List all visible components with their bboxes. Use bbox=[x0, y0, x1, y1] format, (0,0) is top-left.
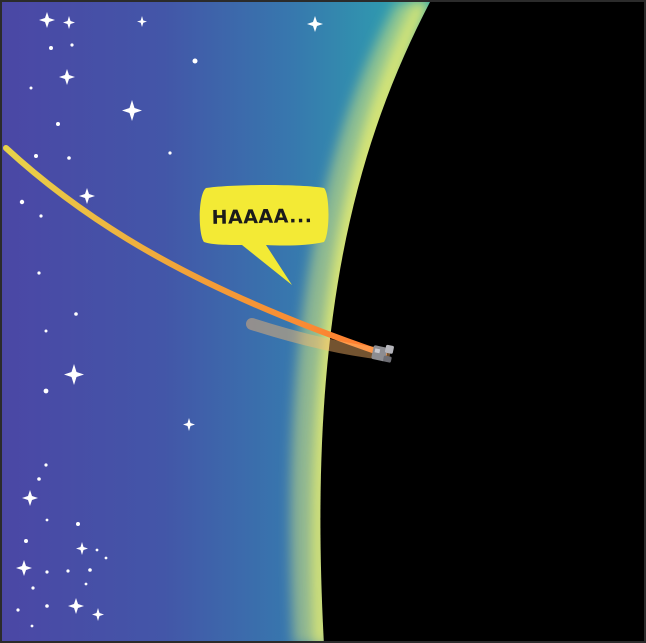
planet-body bbox=[320, 2, 644, 641]
star-icon bbox=[22, 490, 38, 506]
star-icon bbox=[16, 560, 32, 576]
star-field bbox=[16, 12, 323, 628]
star-icon bbox=[68, 598, 84, 614]
star-icon bbox=[76, 542, 88, 555]
star-icon bbox=[63, 16, 75, 29]
star-icon bbox=[137, 16, 147, 27]
speech-bubble-text: HAAAA... bbox=[211, 205, 313, 229]
star-icon bbox=[59, 69, 75, 85]
star-icon bbox=[122, 100, 142, 121]
star-icon bbox=[64, 364, 84, 385]
speech-bubble bbox=[199, 185, 329, 285]
star-icon bbox=[183, 418, 195, 431]
star-icon bbox=[92, 608, 104, 621]
star-icon bbox=[307, 16, 323, 32]
flight-trail-glow bbox=[246, 318, 390, 360]
star-icon bbox=[79, 188, 95, 204]
flight-trail bbox=[3, 145, 387, 357]
star-icon bbox=[39, 12, 55, 28]
spacecraft-icon bbox=[371, 344, 394, 363]
